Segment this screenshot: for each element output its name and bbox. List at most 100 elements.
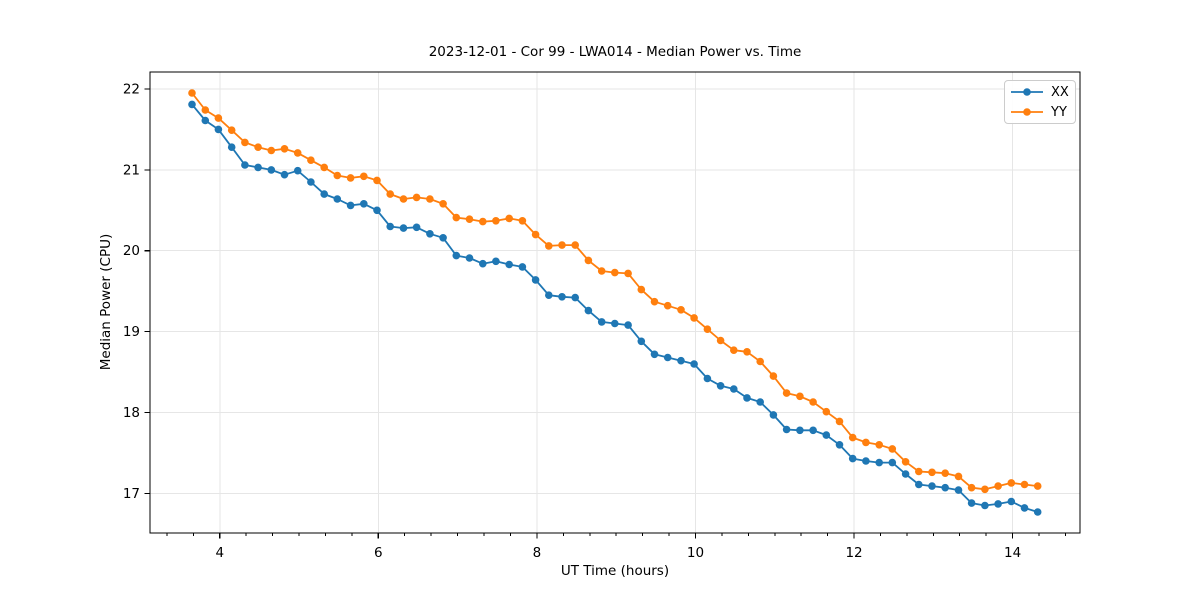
data-point-yy: [452, 213, 461, 222]
data-point-yy: [280, 145, 289, 153]
data-point-yy: [1020, 480, 1029, 489]
data-point-xx: [611, 319, 619, 328]
data-point-xx: [505, 260, 513, 269]
data-point-xx: [822, 431, 831, 439]
data-point-yy: [188, 89, 196, 97]
data-point-xx: [796, 426, 804, 435]
y-tick-label: 19: [123, 324, 140, 340]
data-point-xx: [730, 385, 738, 393]
data-point-xx: [373, 206, 381, 215]
data-point-yy: [1033, 482, 1042, 490]
data-point-yy: [822, 407, 831, 416]
data-point-yy: [848, 433, 857, 442]
data-point-xx: [452, 251, 461, 260]
data-point-yy: [835, 417, 844, 426]
data-point-yy: [426, 195, 434, 203]
data-point-yy: [928, 468, 936, 477]
data-point-xx: [756, 398, 764, 406]
data-point-xx: [835, 441, 844, 449]
data-point-yy: [412, 193, 421, 202]
data-point-yy: [994, 482, 1002, 490]
data-point-yy: [320, 163, 329, 172]
legend-item-xx: XX: [1005, 83, 1075, 102]
data-point-yy: [967, 483, 976, 492]
x-tick-label: 10: [687, 545, 704, 561]
data-point-xx: [479, 259, 487, 268]
data-point-yy: [954, 472, 963, 481]
data-point-xx: [743, 394, 751, 402]
x-tick-label: 12: [845, 545, 862, 561]
data-point-yy: [293, 149, 302, 157]
data-point-xx: [624, 321, 632, 329]
data-point-xx: [571, 293, 579, 302]
data-point-xx: [954, 486, 963, 494]
data-point-xx: [201, 116, 210, 125]
data-point-xx: [254, 163, 262, 172]
data-point-yy: [624, 269, 632, 278]
data-point-yy: [663, 301, 672, 310]
data-point-xx: [809, 426, 817, 435]
data-point-xx: [307, 178, 315, 186]
data-point-yy: [531, 230, 540, 239]
data-point-xx: [703, 374, 712, 383]
data-point-xx: [399, 224, 408, 232]
data-point-yy: [809, 398, 817, 406]
data-point-yy: [584, 256, 593, 265]
data-point-yy: [862, 438, 870, 447]
x-tick-label: 4: [215, 545, 224, 561]
data-point-yy: [571, 241, 579, 249]
data-point-yy: [386, 190, 395, 198]
data-point-xx: [981, 501, 989, 510]
data-point-yy: [492, 217, 500, 225]
data-point-xx: [558, 293, 566, 301]
x-tick-label: 6: [374, 545, 383, 561]
data-point-yy: [690, 314, 698, 322]
data-point-yy: [307, 156, 315, 164]
data-point-yy: [399, 195, 408, 203]
data-point-yy: [888, 445, 897, 453]
data-point-yy: [981, 485, 989, 494]
data-point-xx: [518, 263, 527, 271]
data-point-yy: [227, 126, 236, 134]
data-point-xx: [597, 318, 606, 326]
data-point-xx: [412, 223, 421, 232]
y-tick-label: 20: [123, 243, 140, 259]
legend-label-xx: XX: [1051, 84, 1069, 100]
data-point-yy: [545, 242, 553, 250]
legend-label-yy: YY: [1051, 104, 1067, 120]
data-point-yy: [241, 138, 249, 147]
x-axis-label: UT Time (hours): [560, 563, 670, 579]
data-point-xx: [862, 457, 870, 465]
data-point-yy: [782, 389, 791, 397]
chart-title: 2023-12-01 - Cor 99 - LWA014 - Median Po…: [428, 44, 802, 60]
data-point-yy: [611, 268, 619, 277]
data-point-xx: [492, 257, 500, 266]
data-point-yy: [439, 200, 447, 208]
data-point-xx: [545, 291, 553, 300]
data-point-xx: [967, 499, 976, 507]
data-point-xx: [214, 125, 223, 134]
data-point-xx: [677, 356, 685, 365]
data-point-yy: [743, 348, 751, 356]
x-tick-label: 14: [1004, 545, 1021, 561]
data-point-xx: [439, 234, 447, 242]
data-point-yy: [333, 171, 342, 180]
data-point-yy: [597, 267, 606, 275]
data-point-xx: [928, 482, 936, 490]
x-tick-label: 8: [533, 545, 542, 561]
data-point-yy: [637, 285, 646, 294]
series-line-yy: [191, 92, 1038, 491]
data-point-yy: [360, 172, 368, 181]
data-point-yy: [201, 106, 210, 114]
data-point-xx: [531, 276, 540, 284]
data-point-yy: [267, 146, 276, 155]
data-point-yy: [505, 214, 513, 223]
data-point-yy: [518, 217, 527, 225]
y-tick-label: 21: [123, 162, 140, 178]
legend-item-yy: YY: [1005, 103, 1075, 122]
data-point-xx: [663, 353, 672, 362]
data-point-xx: [1007, 497, 1016, 506]
data-point-xx: [901, 470, 910, 478]
data-point-yy: [716, 336, 725, 345]
